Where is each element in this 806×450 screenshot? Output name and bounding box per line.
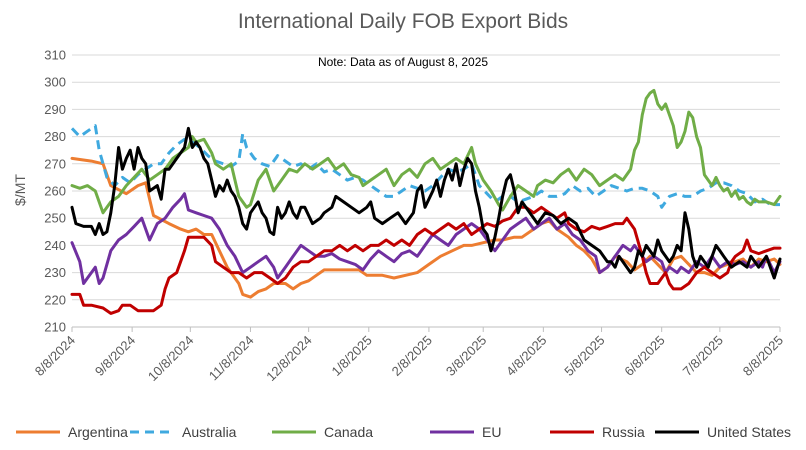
x-tick-label: 10/8/2024 <box>145 333 197 385</box>
y-tick-label: 260 <box>44 184 66 199</box>
y-tick-label: 270 <box>44 156 66 171</box>
legend: Argentina Australia Canada EU Russia United S… <box>16 424 791 440</box>
y-tick-label: 300 <box>44 75 66 90</box>
x-tick-label: 3/8/2025 <box>443 333 489 379</box>
legend-label: United States <box>707 424 791 440</box>
legend-label: Russia <box>602 424 645 440</box>
y-tick-label: 210 <box>44 320 66 335</box>
legend-label: Canada <box>324 424 373 440</box>
series-line-australia <box>70 124 780 209</box>
x-axis-ticks: 8/8/2024 9/8/2024 10/8/2024 11/8/2024 12/8/2… <box>32 327 786 384</box>
series-line-russia <box>70 205 782 315</box>
x-tick-label: 12/8/2024 <box>263 333 315 385</box>
series-lines <box>70 88 782 315</box>
y-tick-label: 310 <box>44 48 66 63</box>
y-tick-label: 220 <box>44 292 66 307</box>
y-tick-label: 280 <box>44 129 66 144</box>
series-line-canada <box>70 88 782 215</box>
x-tick-label: 8/8/2025 <box>740 333 786 379</box>
series-line-argentina <box>70 156 782 299</box>
x-tick-label: 8/8/2024 <box>32 333 78 379</box>
chart-note: Note: Data as of August 8, 2025 <box>318 55 488 69</box>
x-tick-label: 6/8/2025 <box>621 333 667 379</box>
legend-label: Australia <box>182 424 237 440</box>
y-axis-label: $/MT <box>12 174 28 206</box>
legend-label: EU <box>482 424 501 440</box>
y-tick-label: 290 <box>44 102 66 117</box>
legend-label: Argentina <box>68 424 128 440</box>
y-tick-label: 240 <box>44 238 66 253</box>
x-tick-label: 5/8/2025 <box>561 333 607 379</box>
chart-title: International Daily FOB Export Bids <box>238 10 568 33</box>
x-tick-label: 9/8/2024 <box>92 333 138 379</box>
x-tick-label: 7/8/2025 <box>680 333 726 379</box>
x-tick-label: 11/8/2024 <box>206 333 257 384</box>
y-axis-ticks: 210 220 230 240 250 260 270 280 290 300 310 <box>44 48 66 335</box>
x-tick-label: 2/8/2025 <box>389 333 435 379</box>
x-tick-label: 4/8/2025 <box>503 333 549 379</box>
series-line-united-states <box>70 126 782 280</box>
y-tick-label: 230 <box>44 265 66 280</box>
y-tick-label: 250 <box>44 211 66 226</box>
x-tick-label: 1/8/2025 <box>329 333 375 379</box>
series-line-eu <box>70 192 782 285</box>
